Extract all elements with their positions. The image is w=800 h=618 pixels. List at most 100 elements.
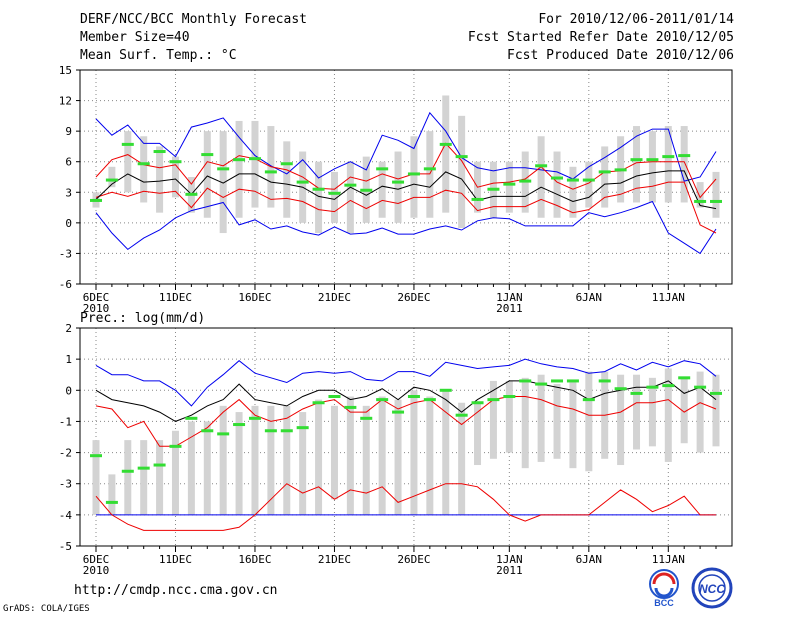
precipitation-ensemble-mean-line [95, 380, 717, 422]
temperature-box-20 [410, 136, 418, 218]
temperature-ytick-label-6: 12 [59, 95, 72, 108]
precipitation-box-35 [648, 377, 656, 447]
temperature-xtick-label-2: 16DEC [238, 291, 271, 304]
source-url[interactable]: http://cmdp.ncc.cma.gov.cn [74, 583, 278, 598]
precipitation-box-10 [251, 405, 259, 515]
precipitation-box-22 [442, 390, 450, 515]
precipitation-median-36 [662, 384, 675, 388]
temperature-median-1 [105, 178, 118, 182]
temperature-median-34 [630, 158, 643, 162]
temperature-median-29 [551, 176, 564, 180]
precipitation-median-27 [519, 379, 532, 383]
precipitation-median-30 [566, 379, 579, 383]
precipitation-xtick-label-1: 11DEC [159, 553, 192, 566]
variable-label: Mean Surf. Temp.: °C [80, 48, 237, 63]
temperature-xtick-label-6: 6JAN [576, 291, 603, 304]
temperature-median-12 [280, 162, 293, 166]
temperature-ytick-label-1: -3 [59, 247, 72, 260]
precipitation-box-30 [569, 380, 577, 469]
temperature-spread-high-line [95, 142, 717, 199]
temperature-median-30 [566, 178, 579, 182]
temperature-box-3 [140, 136, 148, 203]
temperature-median-16 [344, 183, 357, 187]
temperature-spread-low-line [95, 181, 717, 234]
precipitation-box-31 [585, 371, 593, 472]
precipitation-xtick-label-2: 16DEC [238, 553, 271, 566]
temperature-xtick-label-5: 1JAN [496, 291, 523, 304]
precipitation-box-26 [505, 380, 513, 453]
precipitation-ytick-label-2: -3 [59, 478, 72, 491]
temperature-median-8 [217, 167, 230, 171]
precipitation-median-38 [694, 385, 707, 389]
precipitation-xtick-label-3: 21DEC [318, 553, 351, 566]
temperature-median-13 [296, 180, 309, 184]
temperature-box-12 [283, 141, 291, 218]
precipitation-box-25 [489, 380, 497, 459]
temperature-median-39 [710, 199, 722, 203]
precipitation-box-23 [458, 402, 466, 515]
precipitation-median-18 [376, 398, 389, 402]
temperature-median-5 [169, 160, 182, 164]
temperature-xtick-label-3: 21DEC [318, 291, 351, 304]
precipitation-spread-low-line [95, 483, 716, 531]
temperature-box-4 [156, 146, 164, 213]
temperature-box-31 [585, 161, 593, 208]
precipitation-xtick-year-5: 2011 [496, 564, 523, 577]
temperature-median-19 [392, 180, 405, 184]
precipitation-box-14 [315, 399, 323, 515]
temperature-box-38 [696, 182, 704, 208]
temperature-box-8 [219, 131, 227, 234]
precipitation-box-38 [696, 371, 704, 453]
precipitation-median-34 [630, 391, 643, 395]
precipitation-median-20 [407, 395, 420, 399]
precipitation-box-0 [92, 440, 100, 515]
precipitation-envelope-high-line [95, 358, 717, 407]
precipitation-box-13 [299, 412, 307, 515]
precipitation-median-1 [105, 500, 118, 504]
temperature-box-7 [203, 131, 211, 218]
precipitation-box-28 [537, 374, 545, 462]
chart-title: DERF/NCC/BCC Monthly Forecast [80, 12, 307, 27]
forecast-period: For 2010/12/06-2011/01/14 [538, 12, 734, 27]
ncc-logo: NCC [690, 566, 734, 614]
precipitation-median-23 [455, 413, 468, 417]
temperature-median-38 [694, 199, 707, 203]
precipitation-xtick-label-6: 6JAN [576, 553, 603, 566]
precipitation-median-25 [487, 398, 500, 402]
precipitation-box-2 [124, 440, 132, 515]
temperature-ytick-label-0: -6 [59, 278, 72, 291]
temperature-box-9 [235, 120, 243, 218]
precipitation-box-7 [203, 421, 211, 515]
precipitation-ytick-label-0: -5 [59, 540, 72, 553]
precipitation-median-0 [90, 454, 102, 458]
precipitation-box-3 [140, 440, 148, 515]
temperature-median-15 [328, 191, 341, 195]
temperature-median-18 [376, 167, 389, 171]
precipitation-xtick-label-4: 26DEC [397, 553, 430, 566]
temperature-box-30 [569, 166, 577, 218]
temperature-box-2 [124, 131, 132, 193]
precipitation-median-3 [137, 466, 150, 470]
temperature-box-37 [680, 126, 688, 203]
temperature-ytick-label-4: 6 [65, 156, 72, 169]
temperature-median-20 [407, 172, 420, 176]
temperature-box-14 [315, 161, 323, 234]
precipitation-ytick-label-3: -2 [59, 447, 72, 460]
temperature-median-11 [264, 170, 277, 174]
precipitation-box-11 [267, 405, 275, 515]
temperature-ytick-label-2: 0 [65, 217, 72, 230]
precipitation-median-39 [710, 391, 722, 395]
temperature-box-15 [330, 171, 338, 223]
temperature-median-32 [598, 170, 611, 174]
precipitation-box-16 [346, 396, 354, 515]
precipitation-median-16 [344, 405, 357, 409]
precipitation-box-5 [171, 430, 179, 515]
precipitation-box-8 [219, 405, 227, 515]
precipitation-median-24 [471, 401, 484, 405]
precipitation-box-12 [283, 405, 291, 515]
temperature-median-17 [360, 188, 373, 192]
precipitation-box-27 [521, 377, 529, 469]
precipitation-median-28 [535, 382, 548, 386]
temperature-box-26 [505, 161, 513, 213]
precipitation-median-12 [280, 429, 293, 433]
